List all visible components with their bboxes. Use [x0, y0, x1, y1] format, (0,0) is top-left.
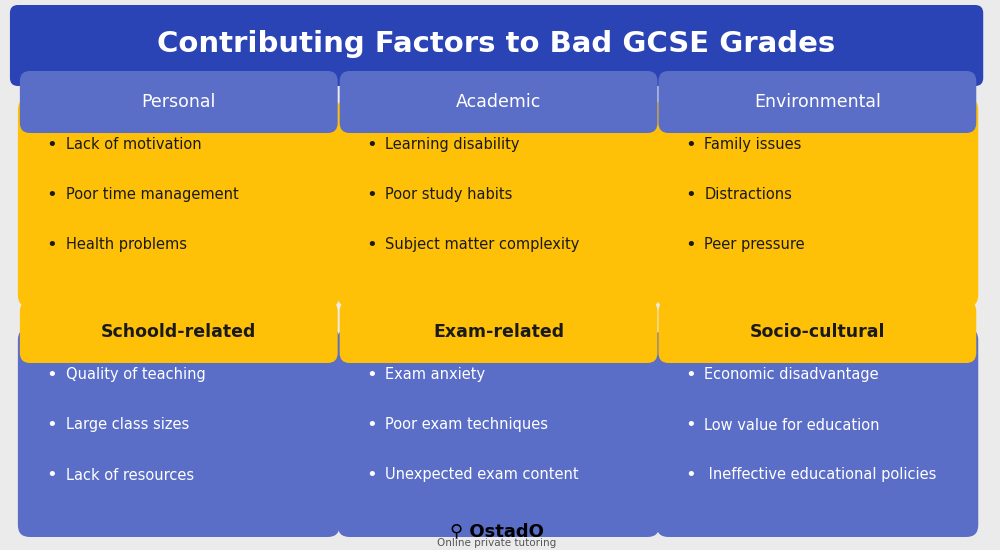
- Text: Contributing Factors to Bad GCSE Grades: Contributing Factors to Bad GCSE Grades: [157, 30, 836, 58]
- Text: •: •: [46, 236, 57, 254]
- Text: •: •: [685, 466, 696, 484]
- Text: Low value for education: Low value for education: [704, 417, 880, 432]
- Text: Poor study habits: Poor study habits: [385, 188, 513, 202]
- Text: ⚲ OstadO: ⚲ OstadO: [450, 523, 544, 541]
- Text: Socio-cultural: Socio-cultural: [750, 323, 885, 341]
- Text: •: •: [685, 186, 696, 204]
- Text: Personal: Personal: [142, 93, 216, 111]
- FancyBboxPatch shape: [340, 301, 657, 363]
- Text: Exam-related: Exam-related: [433, 323, 564, 341]
- Text: Poor time management: Poor time management: [66, 188, 238, 202]
- FancyBboxPatch shape: [20, 301, 338, 363]
- Text: Poor exam techniques: Poor exam techniques: [385, 417, 548, 432]
- Text: •: •: [685, 416, 696, 434]
- Text: Large class sizes: Large class sizes: [66, 417, 189, 432]
- Text: Academic: Academic: [456, 93, 541, 111]
- Text: Health problems: Health problems: [66, 238, 187, 252]
- FancyBboxPatch shape: [18, 98, 340, 307]
- Text: Environmental: Environmental: [754, 93, 881, 111]
- Text: Quality of teaching: Quality of teaching: [66, 367, 205, 382]
- Text: Schoold-related: Schoold-related: [101, 323, 256, 341]
- FancyBboxPatch shape: [338, 328, 659, 537]
- FancyBboxPatch shape: [656, 328, 978, 537]
- FancyBboxPatch shape: [20, 71, 338, 133]
- Text: •: •: [46, 416, 57, 434]
- Text: Distractions: Distractions: [704, 188, 792, 202]
- Text: •: •: [366, 416, 377, 434]
- Text: Online private tutoring: Online private tutoring: [437, 538, 556, 548]
- Text: •: •: [685, 136, 696, 154]
- Text: •: •: [46, 366, 57, 384]
- Text: Exam anxiety: Exam anxiety: [385, 367, 485, 382]
- Text: Unexpected exam content: Unexpected exam content: [385, 468, 579, 482]
- Text: •: •: [366, 136, 377, 154]
- Text: •: •: [46, 466, 57, 484]
- Text: •: •: [366, 186, 377, 204]
- FancyBboxPatch shape: [658, 301, 976, 363]
- Text: •: •: [46, 186, 57, 204]
- FancyBboxPatch shape: [10, 5, 983, 86]
- Text: Lack of resources: Lack of resources: [66, 468, 194, 482]
- FancyBboxPatch shape: [340, 71, 657, 133]
- Text: •: •: [366, 236, 377, 254]
- Text: •: •: [685, 236, 696, 254]
- Text: Learning disability: Learning disability: [385, 138, 520, 152]
- Text: Economic disadvantage: Economic disadvantage: [704, 367, 879, 382]
- Text: Subject matter complexity: Subject matter complexity: [385, 238, 580, 252]
- Text: Peer pressure: Peer pressure: [704, 238, 805, 252]
- Text: •: •: [366, 366, 377, 384]
- FancyBboxPatch shape: [338, 98, 659, 307]
- FancyBboxPatch shape: [658, 71, 976, 133]
- Text: •: •: [366, 466, 377, 484]
- Text: Ineffective educational policies: Ineffective educational policies: [704, 468, 937, 482]
- Text: •: •: [46, 136, 57, 154]
- Text: Family issues: Family issues: [704, 138, 802, 152]
- FancyBboxPatch shape: [18, 328, 340, 537]
- FancyBboxPatch shape: [656, 98, 978, 307]
- Text: Lack of motivation: Lack of motivation: [66, 138, 201, 152]
- Text: •: •: [685, 366, 696, 384]
